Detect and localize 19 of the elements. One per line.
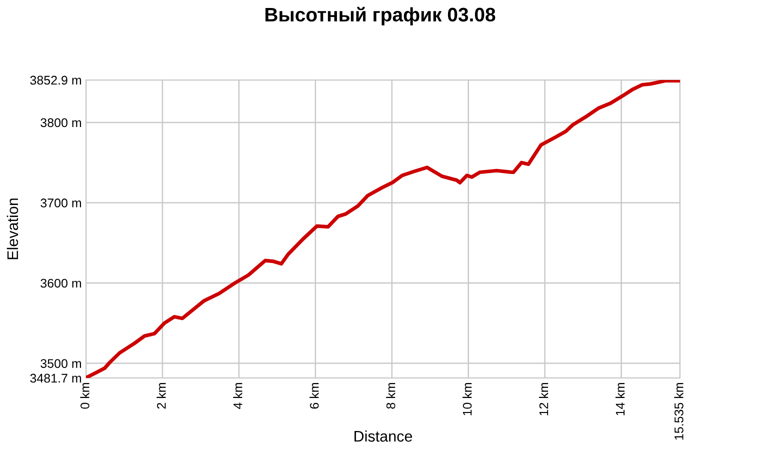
y-tick-label: 3852.9 m xyxy=(30,76,82,85)
x-tick-label: 14 km xyxy=(615,382,625,416)
x-tick-label: 2 km xyxy=(156,382,166,409)
x-axis-title: Distance xyxy=(354,430,412,442)
x-tick-label: 15.535 km xyxy=(674,382,684,440)
y-tick-label: 3481.7 m xyxy=(30,374,82,383)
line-series xyxy=(86,80,680,378)
chart-title: Высотный график 03.08 xyxy=(265,6,496,26)
y-tick-label: 3600 m xyxy=(40,278,82,288)
x-tick-label: 6 km xyxy=(310,382,319,409)
y-tick-label: 3800 m xyxy=(40,118,82,128)
x-tick-label: 10 km xyxy=(462,382,472,416)
x-tick-label: 0 km xyxy=(80,382,90,409)
y-tick-label: 3700 m xyxy=(40,198,82,208)
x-tick-label: 8 km xyxy=(386,382,396,409)
x-tick-label: 4 km xyxy=(233,382,242,409)
y-tick-label: 3500 m xyxy=(40,359,82,368)
x-tick-label: 12 km xyxy=(539,382,548,416)
y-axis-title: Elevation xyxy=(6,198,18,260)
